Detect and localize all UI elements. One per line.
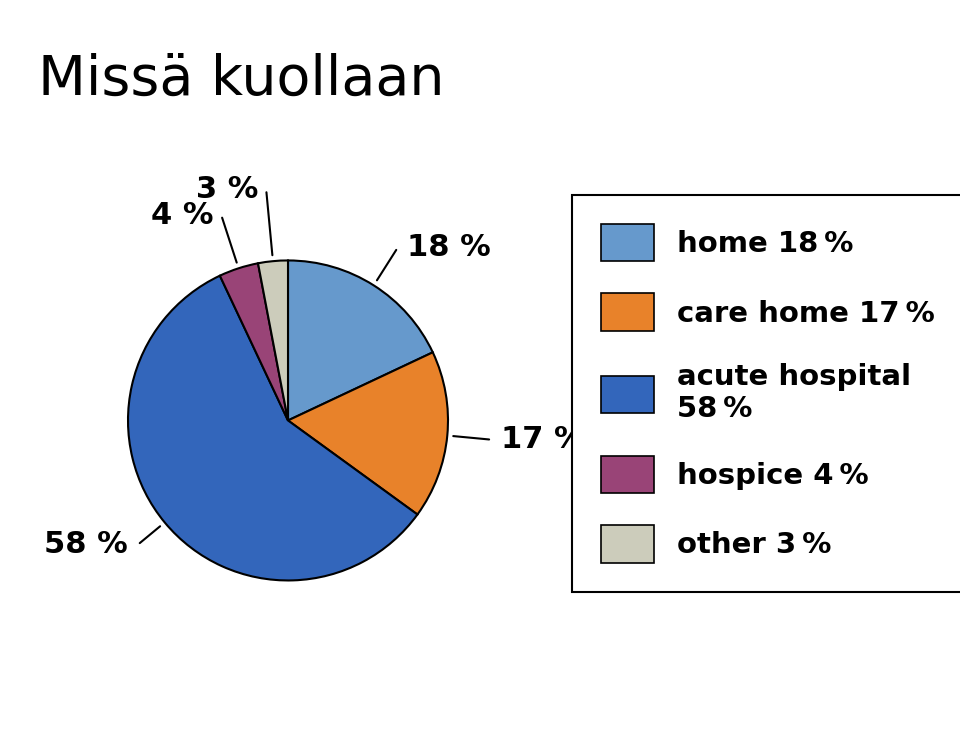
Text: 3 %: 3 %: [196, 175, 258, 204]
Text: 17 %: 17 %: [501, 425, 585, 454]
Wedge shape: [258, 261, 288, 420]
Wedge shape: [220, 264, 288, 420]
Wedge shape: [288, 261, 433, 420]
Text: 18 %: 18 %: [407, 233, 492, 262]
Legend: home 18 %, care home 17 %, acute hospital
58 %, hospice 4 %, other 3 %: home 18 %, care home 17 %, acute hospita…: [572, 195, 960, 592]
Text: Missä kuollaan: Missä kuollaan: [38, 52, 444, 106]
Wedge shape: [128, 276, 418, 580]
Wedge shape: [288, 352, 448, 515]
Text: 4 %: 4 %: [151, 201, 213, 229]
Text: 58 %: 58 %: [44, 530, 128, 560]
